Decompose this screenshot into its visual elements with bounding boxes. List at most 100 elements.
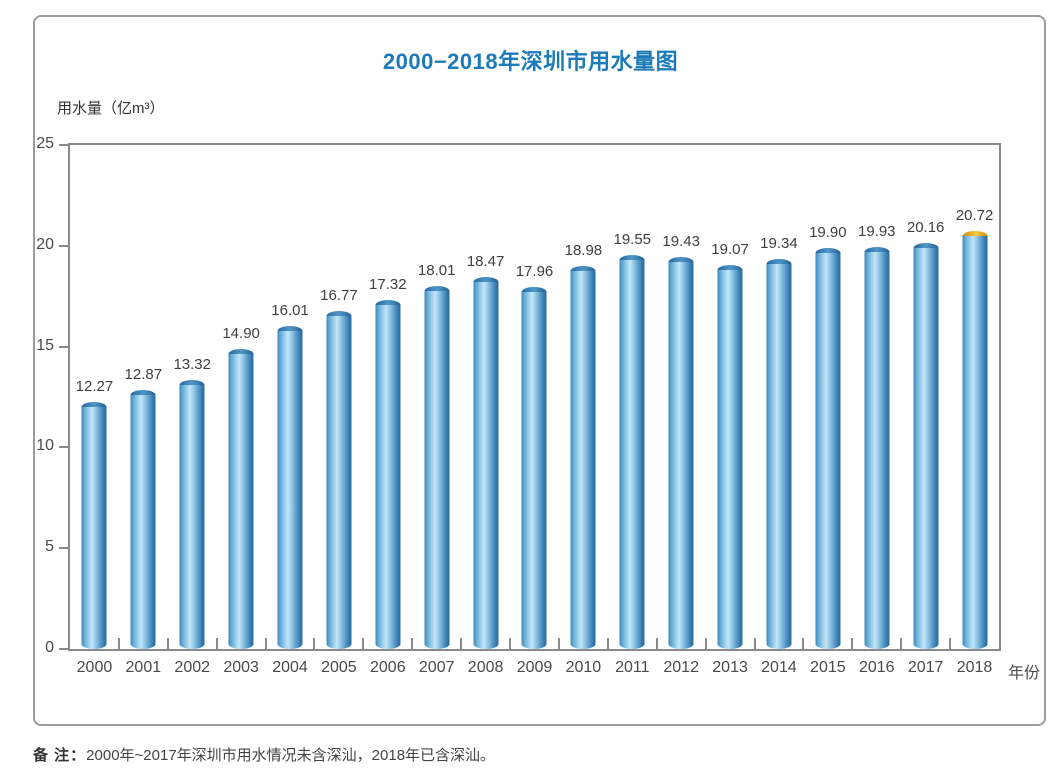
bar [570,266,596,649]
bar [81,402,107,649]
bar-value-label: 16.77 [320,287,358,304]
x-tick-mark [509,638,512,649]
bar-body [913,248,939,649]
chart-title: 2000−2018年深圳市用水量图 [382,49,679,74]
bar [424,286,450,649]
bar-group: 17.96 [510,145,559,649]
bar-group: 12.87 [119,145,168,649]
bar-group: 18.98 [559,145,608,649]
bar-value-label: 18.98 [564,242,603,259]
x-tick-label: 2002 [174,659,211,676]
bar-value-label: 19.43 [662,233,700,250]
bar-body [473,282,499,649]
bar [375,300,401,649]
x-tick-mark [460,638,463,649]
bar-value-label: 19.07 [711,241,749,258]
bar [130,390,156,649]
x-tick-mark [949,638,952,649]
y-tick-label: 20 [36,235,54,253]
x-tick-mark [117,638,120,649]
x-tick-mark [704,638,707,649]
bar-body [375,305,401,649]
bar-value-label: 19.55 [613,231,652,248]
x-tick-label: 2003 [223,659,259,676]
bar-group: 19.55 [608,145,657,649]
bar-group: 20.16 [901,145,950,649]
bar-group: 12.27 [70,145,119,649]
bar-value-label: 18.47 [466,253,505,270]
x-tick-label: 2014 [761,659,797,676]
bar-group: 19.93 [852,145,901,649]
bar-value-label: 17.96 [515,263,554,280]
bar-value-label: 20.16 [906,219,945,236]
bar-body [962,236,988,649]
footnote: 备 注：2000年~2017年深圳市用水情况未含深汕，2018年已含深汕。 [33,744,495,765]
bar-body [277,331,303,649]
x-tick-mark [655,638,658,649]
bar-body [130,395,156,649]
x-tick-mark [264,638,267,649]
y-tick-mark [59,345,68,348]
bar [668,257,694,649]
bar-group: 16.77 [314,145,363,649]
bar-group: 20.72 [950,145,999,649]
y-tick-mark [59,648,68,650]
bar-group: 19.34 [755,145,804,649]
y-tick-label: 25 [36,135,54,152]
bar-group: 13.32 [168,145,217,649]
bar-group: 16.01 [266,145,315,649]
bar [179,380,205,649]
footnote-label: 备 注： [33,747,87,764]
x-tick-mark [557,638,560,649]
x-tick-label: 2018 [956,659,993,676]
bar [766,259,792,649]
x-tick-mark [362,638,365,649]
x-tick-mark [313,638,316,649]
bar-group: 14.90 [217,145,266,649]
bar [815,248,841,649]
x-tick-mark [606,638,609,649]
bar-body [424,291,450,649]
footnote-text: 2000年~2017年深圳市用水情况未含深汕，2018年已含深汕。 [86,747,496,764]
bar-body [717,270,743,649]
bar-body [815,253,841,649]
bar-body [326,316,352,649]
bar [717,265,743,649]
bar [228,349,254,649]
bar [913,243,939,649]
bar-group: 17.32 [363,145,412,649]
x-tick-label: 2011 [615,659,650,676]
bar [619,255,645,649]
y-tick-mark [59,144,68,146]
bar-group: 18.01 [412,145,461,649]
bar [864,247,890,649]
bar-value-label: 16.01 [271,302,309,319]
bar-group: 19.43 [657,145,706,649]
x-tick-label: 2007 [418,659,455,676]
y-tick-label: 10 [36,437,54,455]
bar-body [668,262,694,649]
x-tick-label: 2008 [467,659,504,676]
bar-value-label: 12.87 [124,366,163,383]
bar-value-label: 19.90 [809,224,847,241]
x-axis-labels: 2000 2001 2002 2003 2004 2005 2006 2007 2008 2009… [70,659,999,681]
x-tick-label: 2015 [810,659,846,676]
bar-body [864,252,890,649]
y-tick-label: 0 [45,639,54,656]
bar-body [619,260,645,649]
bar [326,311,352,649]
bar-value-label: 20.72 [955,207,994,224]
bar [962,231,988,649]
bar-body [521,292,547,649]
bar [521,287,547,649]
bar-value-label: 12.27 [75,378,114,395]
bar-body [570,271,596,649]
y-tick-label: 15 [36,336,54,354]
bar-body [766,264,792,649]
plot-area: 0 5 10 15 20 25 12.27 12.87 13.32 14.90 16.01 16.77… [36,135,1001,656]
x-tick-label: 2016 [858,659,895,676]
bar [473,277,499,649]
y-tick-mark [59,547,68,550]
y-tick-mark [59,244,68,247]
